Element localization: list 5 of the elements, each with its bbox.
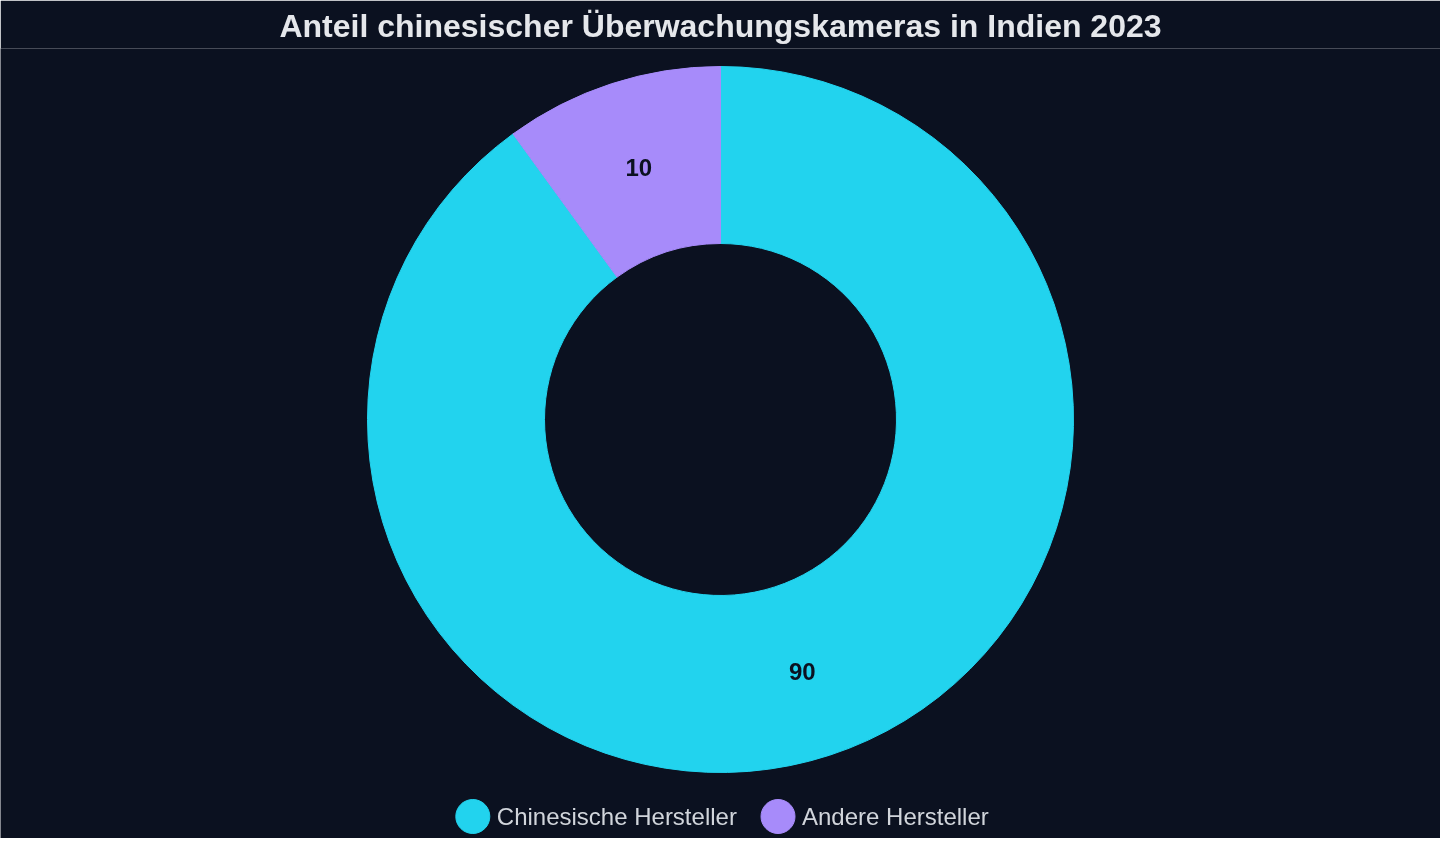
legend-label: Andere Hersteller <box>802 803 989 830</box>
chart-title: Anteil chinesischer Überwachungskameras in Indien 2023 <box>279 7 1162 44</box>
data-label: 90 <box>788 657 816 685</box>
legend-label: Chinesische Hersteller <box>496 803 737 830</box>
data-label: 10 <box>625 154 653 182</box>
